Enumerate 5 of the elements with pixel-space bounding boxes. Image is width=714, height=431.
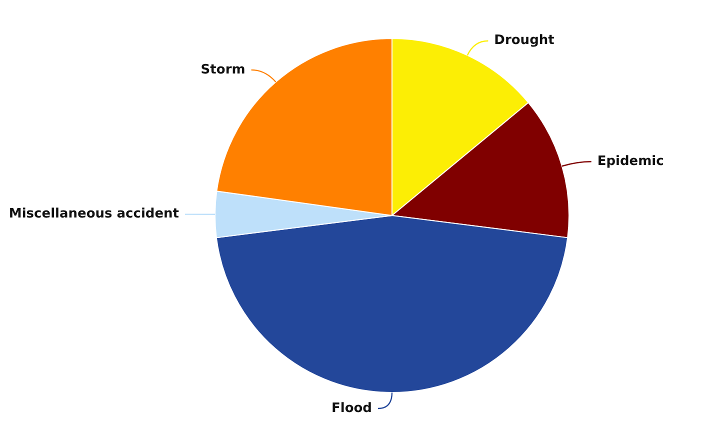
slice-label: Storm <box>200 62 246 78</box>
slice-label: Miscellaneous accident <box>8 206 180 222</box>
slice-label: Flood <box>331 400 372 416</box>
slice-label: Epidemic <box>597 154 664 170</box>
slice-label: Drought <box>494 33 554 48</box>
